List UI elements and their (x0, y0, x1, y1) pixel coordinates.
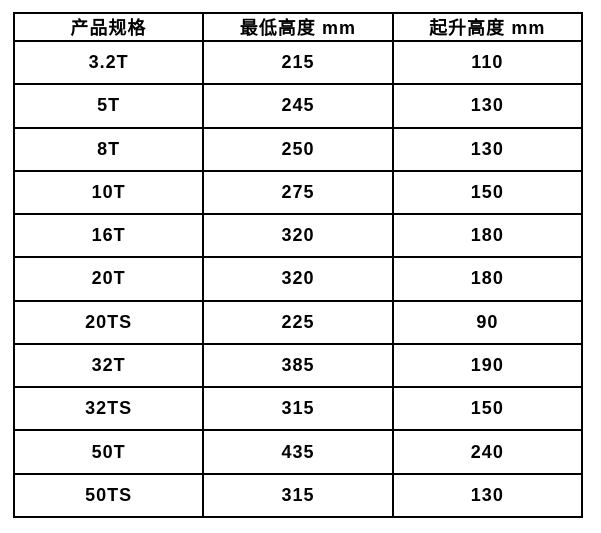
min-height-cell: 215 (202, 39, 394, 86)
header-min-height: 最低高度 mm (202, 12, 394, 42)
min-height-cell: 250 (202, 126, 394, 172)
lift-height-cell: 240 (391, 429, 584, 475)
table-row: 5T 245 130 (12, 83, 584, 129)
spec-cell: 8T (12, 126, 205, 172)
lift-height-cell: 150 (391, 386, 584, 432)
min-height-cell: 320 (202, 213, 394, 259)
table-header-row: 产品规格 最低高度 mm 起升高度 mm (12, 12, 584, 42)
spec-cell: 20TS (12, 299, 205, 345)
lift-height-cell: 130 (391, 126, 584, 172)
spec-cell: 16T (12, 213, 205, 259)
min-height-cell: 385 (202, 342, 394, 389)
lift-height-cell: 90 (391, 299, 584, 345)
spec-cell: 50T (12, 429, 205, 475)
table-row: 20TS 225 90 (12, 299, 584, 345)
min-height-cell: 315 (202, 386, 394, 432)
table-row: 16T 320 180 (12, 213, 584, 259)
spec-cell: 32T (12, 342, 205, 389)
table-row: 32T 385 190 (12, 342, 584, 389)
header-product-spec: 产品规格 (12, 12, 205, 42)
lift-height-cell: 190 (391, 342, 584, 389)
lift-height-cell: 180 (391, 256, 584, 302)
table-row: 50T 435 240 (12, 429, 584, 475)
spec-cell: 10T (12, 169, 205, 216)
lift-height-cell: 110 (391, 39, 584, 86)
spec-cell: 3.2T (12, 39, 205, 86)
table-row: 50TS 315 130 (12, 472, 584, 519)
min-height-cell: 245 (202, 83, 394, 129)
min-height-cell: 225 (202, 299, 394, 345)
table-row: 20T 320 180 (12, 256, 584, 302)
spec-cell: 20T (12, 256, 205, 302)
lift-height-cell: 180 (391, 213, 584, 259)
table-row: 3.2T 215 110 (12, 39, 584, 86)
min-height-cell: 275 (202, 169, 394, 216)
product-spec-table: 产品规格 最低高度 mm 起升高度 mm 3.2T 215 110 5T 245… (12, 12, 584, 519)
spec-cell: 5T (12, 83, 205, 129)
lift-height-cell: 130 (391, 472, 584, 519)
table-row: 10T 275 150 (12, 169, 584, 216)
min-height-cell: 320 (202, 256, 394, 302)
lift-height-cell: 150 (391, 169, 584, 216)
lift-height-cell: 130 (391, 83, 584, 129)
spec-cell: 32TS (12, 386, 205, 432)
table-row: 8T 250 130 (12, 126, 584, 172)
spec-cell: 50TS (12, 472, 205, 519)
header-lift-height: 起升高度 mm (391, 12, 584, 42)
min-height-cell: 315 (202, 472, 394, 519)
min-height-cell: 435 (202, 429, 394, 475)
table-row: 32TS 315 150 (12, 386, 584, 432)
